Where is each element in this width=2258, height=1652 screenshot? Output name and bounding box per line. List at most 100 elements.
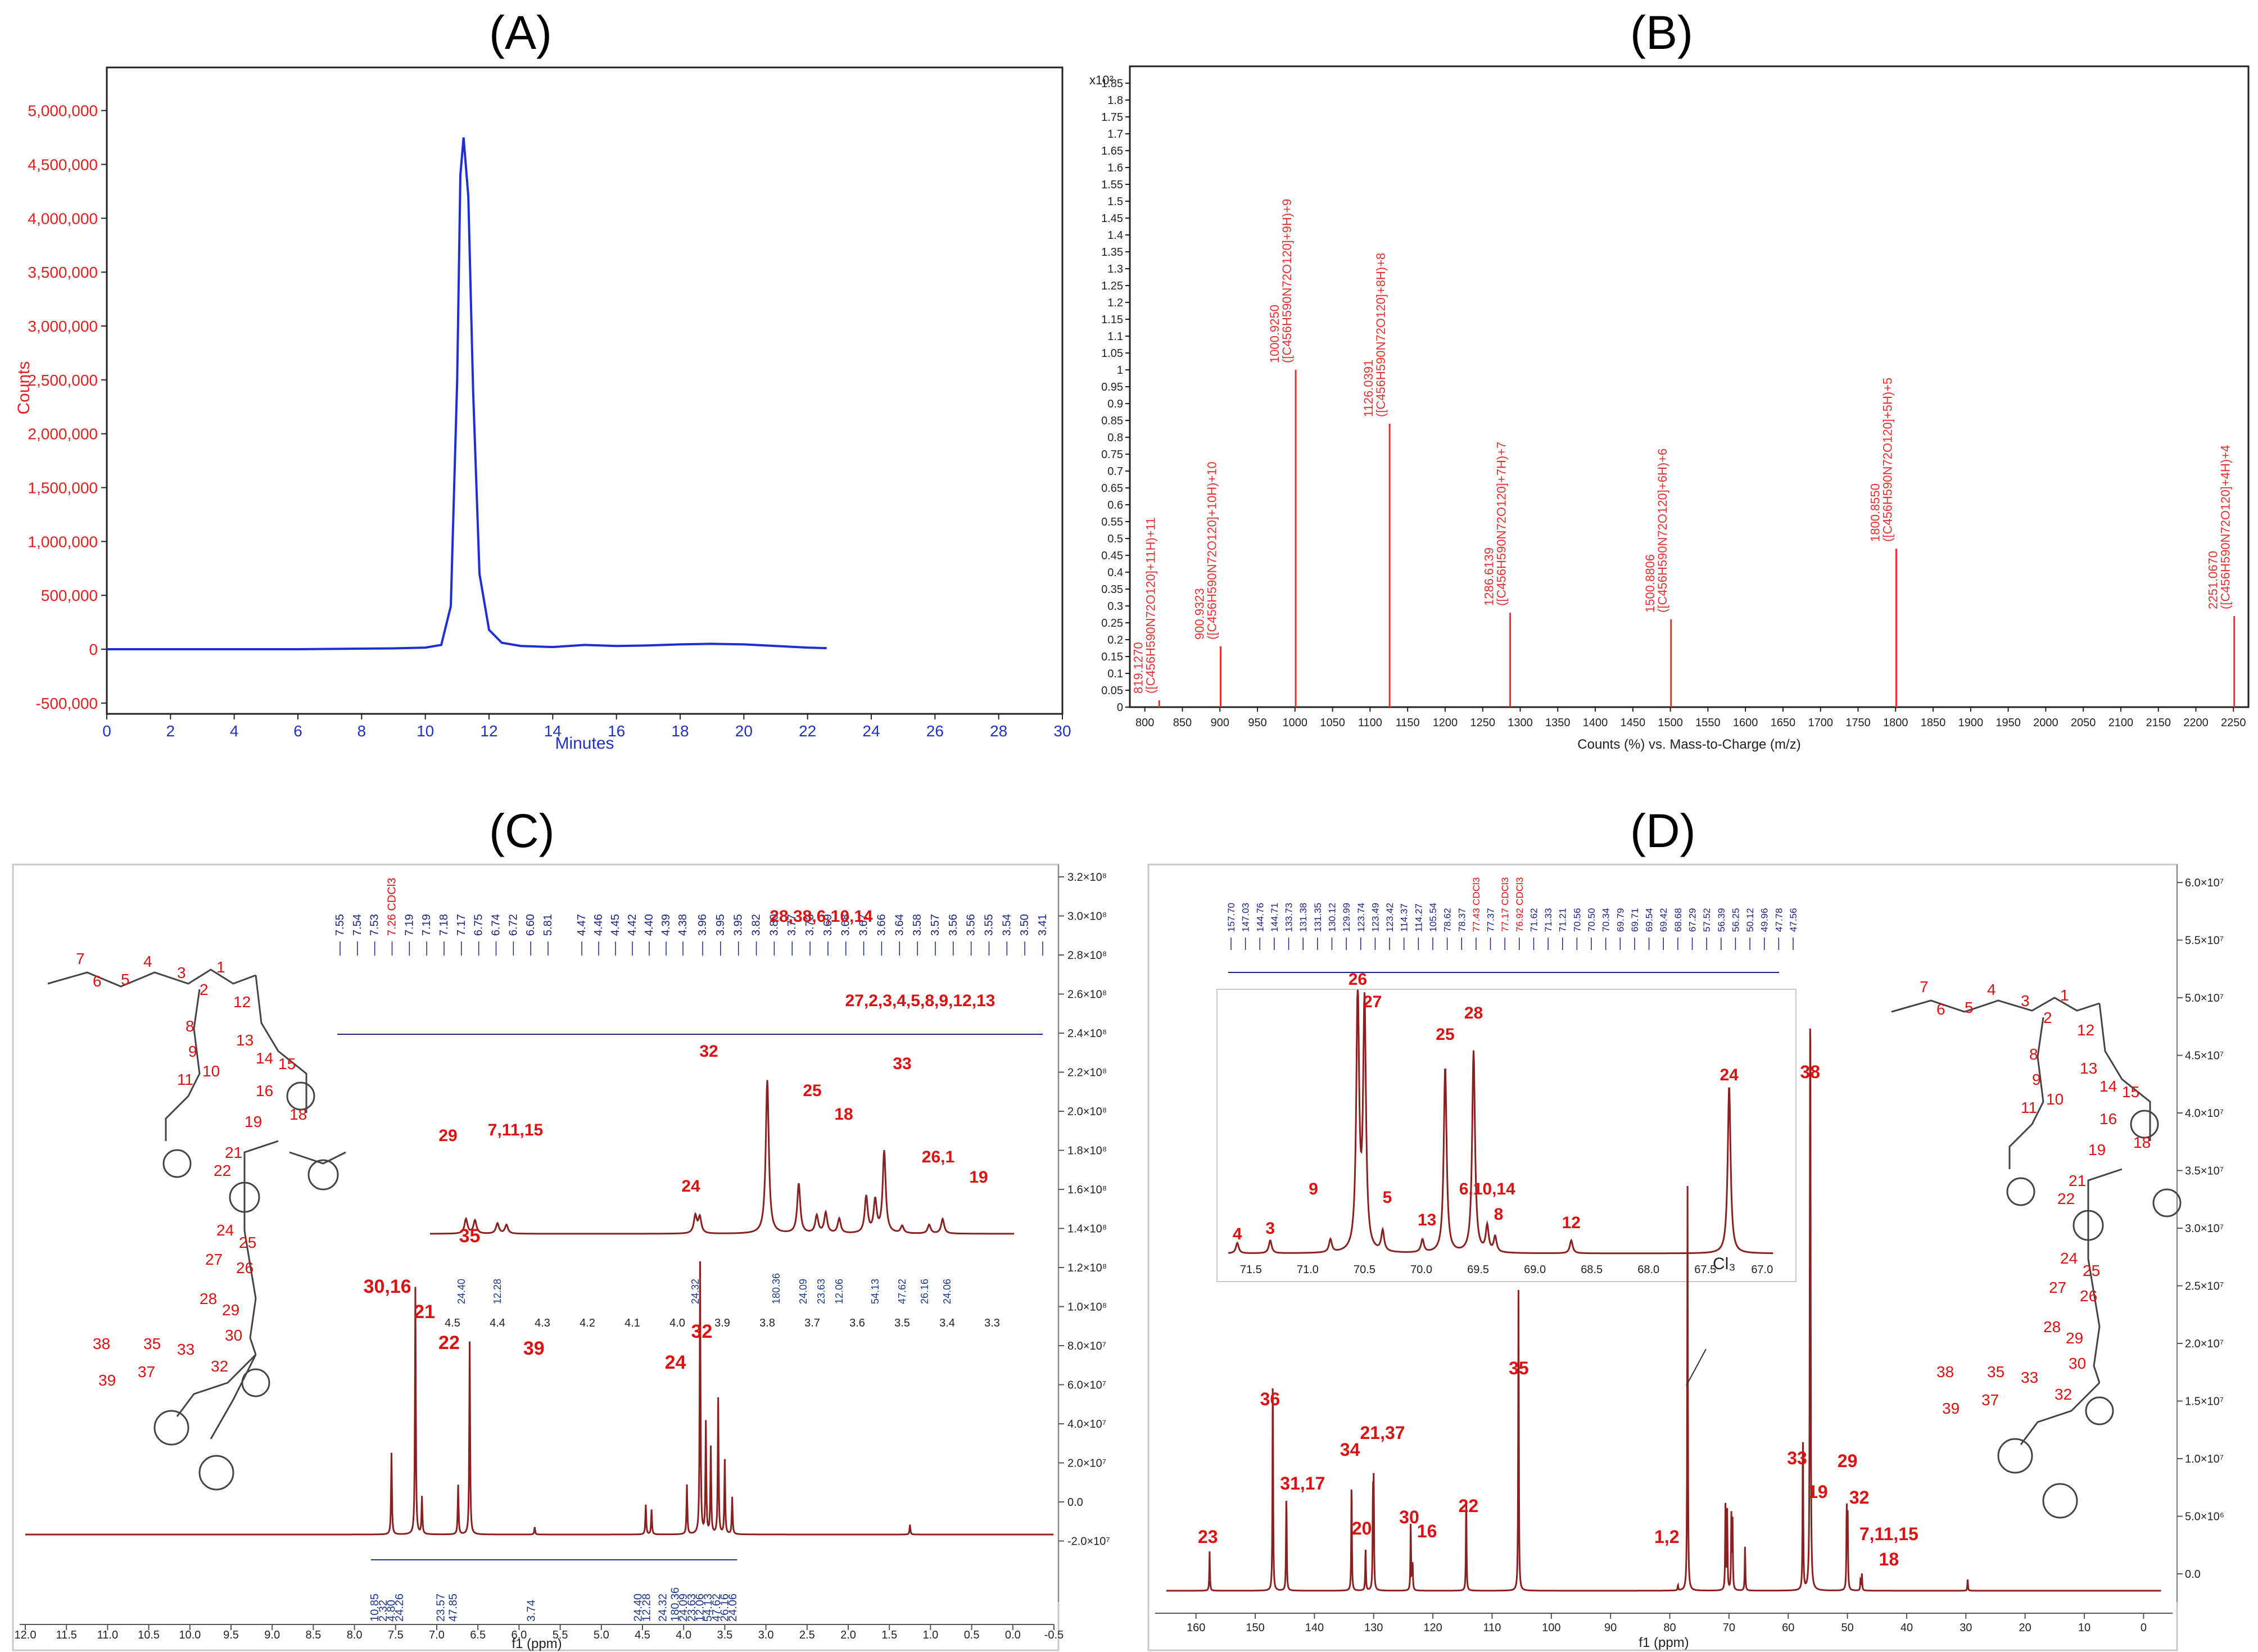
d-right-tick-label: 4.0×10⁷ [2185,1107,2224,1120]
ms-peak-ion-label: ([C456H590N72O120]+9H)+9 [1280,199,1294,363]
b-x-tick-label: 1700 [1808,717,1833,729]
d-peak-assignment: 19 [1808,1482,1828,1502]
c-inset-integral-value: 24.09 [798,1279,809,1304]
d-x-tick-label: 120 [1423,1622,1442,1634]
b-y-tick-label: 0.3 [1107,600,1123,613]
c-inset-integral-value: 24.40 [456,1279,467,1304]
c-inset-x-tick-label: 3.4 [939,1317,955,1329]
c-inset-integral-value: 24.32 [690,1279,701,1304]
svg-text:4: 4 [1987,981,1996,998]
a-x-tick-label: 4 [230,722,239,740]
svg-text:29: 29 [222,1301,239,1319]
d-right-tick-label: 4.5×10⁷ [2185,1050,2224,1062]
d-x-tick-label: 30 [1960,1622,1972,1634]
c-x-tick-label: 7.0 [429,1629,445,1641]
b-y-tick-label: 1.65 [1101,145,1123,157]
c-inset-integral-value: 47.62 [897,1279,908,1304]
svg-text:12: 12 [233,993,251,1011]
c-peak-list-value: 5.81 [542,914,554,936]
svg-text:10: 10 [2046,1090,2064,1108]
d-x-tick-label: 130 [1364,1622,1383,1634]
panel-label-c: (C) [489,804,555,857]
d-peak-list-value: 70.56 [1572,908,1582,932]
c-x-tick-label: -0.5 [1044,1629,1064,1641]
ms-peak-mz-label: 1500.8806 [1643,554,1657,613]
c-inset-x-tick-label: 3.9 [714,1317,730,1329]
c-peak-list-value: 4.47 [576,914,588,936]
d-x-tick-label: 10 [2078,1622,2090,1634]
c-inset-x-tick-label: 4.5 [445,1317,460,1329]
b-y-tick-label: 0.35 [1101,583,1123,596]
b-x-tick-label: 2150 [2146,717,2171,729]
b-x-tick-label: 1000 [1283,717,1308,729]
svg-text:21: 21 [225,1144,242,1161]
svg-text:8: 8 [185,1017,194,1035]
d-x-axis-label: f1 (ppm) [1639,1635,1689,1650]
svg-text:16: 16 [2099,1110,2117,1128]
c-inset-x-tick-label: 3.5 [894,1317,910,1329]
b-x-tick-label: 1850 [1921,717,1946,729]
d-peak-list-value: 69.71 [1630,908,1640,932]
c-x-tick-label: 12.0 [15,1629,37,1641]
c-x-tick-label: 2.5 [799,1629,815,1641]
b-x-tick-label: 1100 [1358,717,1382,729]
ms-peak-mz-label: 1286.6139 [1482,547,1496,606]
c-integral-value: 180.36 [669,1587,682,1622]
a-x-tick-label: 20 [735,722,753,740]
b-x-tick-label: 1450 [1621,717,1646,729]
c-integral-value: 23.63 [686,1594,698,1622]
d-peak-assignment: 1,2 [1654,1527,1679,1547]
c-inset-x-tick-label: 4.0 [669,1317,685,1329]
d-right-tick-label: 1.0×10⁷ [2185,1453,2224,1465]
d-inset-x-tick-label: 68.0 [1637,1264,1659,1276]
d-peak-list-value: 56.25 [1730,908,1741,932]
c-right-tick-label: 6.0×10⁷ [1067,1379,1106,1392]
svg-text:15: 15 [2122,1083,2139,1101]
b-y-tick-label: 1.1 [1107,331,1123,343]
d-peak-list-value: 133.73 [1284,903,1295,932]
b-y-tick-label: 0.95 [1101,381,1123,393]
ms-peak-mz-label: 1000.9250 [1268,305,1282,363]
d-x-tick-label: 70 [1723,1622,1735,1634]
svg-text:24: 24 [216,1221,234,1239]
d-x-tick-label: 90 [1604,1622,1617,1634]
b-y-tick-label: 0.6 [1107,499,1123,512]
b-y-tick-label: 1.45 [1101,212,1123,225]
c-x-tick-label: 4.0 [676,1629,691,1641]
d-peak-list-value: 77.17 CDCl3 [1500,877,1510,932]
b-y-tick-label: 0.4 [1107,567,1123,579]
d-inset-peak-assignment: 8 [1494,1205,1504,1224]
b-x-tick-label: 1550 [1695,717,1721,729]
c-peak-list-value: 7.18 [438,914,450,936]
d-inset-peak-assignment: 5 [1383,1188,1392,1207]
c-x-tick-label: 7.5 [388,1629,404,1641]
c-integral-value: 24.32 [657,1594,669,1622]
c-inset-peak-assignment: 29 [438,1126,457,1145]
c-inset-peak-assignment: 28,38,6,10,14 [770,907,873,926]
c-peak-list-value: 6.74 [490,914,503,936]
a-x-tick-label: 12 [480,722,497,740]
d-peak-assignment: 36 [1260,1389,1280,1409]
ms-peak-ion-label: ([C456H590N72O120]+4H)+4 [2219,445,2233,609]
svg-text:14: 14 [256,1049,273,1067]
b-y-tick-label: 1.55 [1101,179,1123,191]
c-peak-list-value: 3.77 [786,914,798,936]
svg-text:7: 7 [76,950,85,967]
c-peak-list-value: 3.57 [929,914,942,936]
c-peak-list-value: 3.96 [696,914,709,936]
d-peak-list-value: 131.38 [1298,903,1309,932]
b-x-tick-label: 2050 [2071,717,2096,729]
ms-peak-mz-label: 1800.8550 [1868,483,1882,542]
c-integral-value: 54.13 [702,1594,714,1622]
d-peak-assignment: 35 [1509,1358,1529,1378]
svg-text:25: 25 [2083,1262,2100,1279]
d-peak-assignment: 23 [1198,1527,1218,1547]
svg-text:25: 25 [239,1234,256,1251]
c-inset-x-tick-label: 3.7 [804,1317,820,1329]
a-x-tick-label: 28 [990,722,1007,740]
c-inset-integral-value: 12.28 [492,1279,503,1304]
c-inset-x-tick-label: 4.4 [490,1317,505,1329]
c-integral-value: 24.09 [677,1594,690,1622]
b-y-tick-label: 1.5 [1107,196,1123,208]
d-inset-x-tick-label: 70.0 [1410,1264,1432,1276]
